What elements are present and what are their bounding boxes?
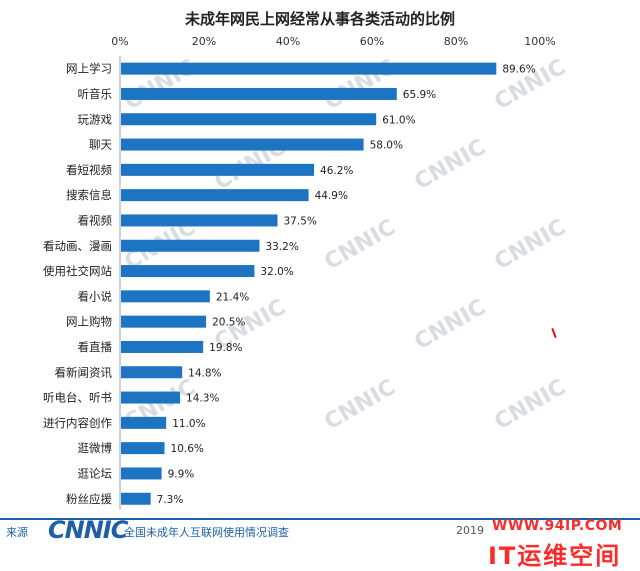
bar [121, 492, 151, 505]
bar [121, 239, 260, 252]
cnnic-watermark: CNNIC [491, 215, 570, 275]
category-label: 进行内容创作 [43, 416, 112, 430]
category-label: 看小说 [78, 289, 113, 303]
value-label: 14.3% [186, 393, 219, 405]
value-label: 14.8% [188, 367, 221, 379]
value-label: 21.4% [216, 291, 249, 303]
x-tick-label: 60% [360, 35, 384, 48]
bar [121, 340, 204, 353]
value-label: 33.2% [265, 241, 298, 253]
category-label: 看新闻资讯 [55, 365, 113, 379]
cnnic-logo: CNNIC [48, 516, 128, 544]
bar [121, 138, 364, 151]
value-label: 89.6% [502, 64, 535, 76]
x-tick-label: 40% [276, 35, 300, 48]
category-label: 逛论坛 [78, 466, 113, 480]
value-label: 58.0% [370, 140, 403, 152]
category-label: 搜索信息 [66, 188, 112, 202]
value-label: 11.0% [172, 418, 205, 430]
bars-group: 网上学习 89.6% 听音乐 65.9% 玩游戏 61.0% 聊天 58.0% 看短视频 46.2… [43, 62, 536, 506]
source-label: 来源 [6, 526, 28, 539]
bar [121, 189, 309, 202]
value-label: 9.9% [168, 468, 195, 480]
brand-watermark: IT运维空间 [488, 542, 622, 570]
value-label: 19.8% [209, 342, 242, 354]
bar [121, 87, 397, 100]
category-label: 看短视频 [66, 163, 112, 177]
site-watermark: WWW.94IP.COM [492, 518, 623, 534]
survey-title: 全国未成年人互联网使用情况调查 [124, 526, 289, 539]
category-label: 粉丝应援 [66, 492, 112, 506]
bar [121, 416, 167, 429]
cnnic-watermark: CNNIC [411, 295, 490, 355]
footer-divider [0, 518, 640, 520]
value-label: 7.3% [157, 494, 184, 506]
value-label: 20.5% [212, 317, 245, 329]
category-label: 看动画、漫画 [43, 239, 112, 253]
x-tick-label: 0% [111, 35, 128, 48]
value-label: 61.0% [382, 114, 415, 126]
value-label: 32.0% [260, 266, 293, 278]
cnnic-watermark: CNNIC [321, 215, 400, 275]
value-label: 37.5% [284, 215, 317, 227]
bar [121, 214, 278, 227]
category-label: 看直播 [78, 340, 113, 354]
cnnic-watermark: CNNIC [491, 375, 570, 435]
value-label: 65.9% [403, 89, 436, 101]
category-label: 看视频 [78, 213, 113, 227]
bar [121, 113, 377, 126]
cnnic-watermark: CNNIC [321, 375, 400, 435]
category-label: 玩游戏 [78, 112, 113, 126]
footer: 来源 CNNIC 全国未成年人互联网使用情况调查 2019 WWW.94IP.C… [0, 510, 640, 570]
bar [121, 62, 497, 75]
bar [121, 442, 165, 455]
chart-title: 未成年网民上网经常从事各类活动的比例 [184, 10, 455, 28]
x-tick-label: 80% [444, 35, 468, 48]
category-label: 网上购物 [66, 315, 112, 329]
category-label: 听音乐 [78, 87, 113, 101]
cnnic-watermark: CNNIC [411, 135, 490, 195]
bar [121, 315, 207, 328]
bar [121, 391, 181, 404]
value-label: 46.2% [320, 165, 353, 177]
category-label: 网上学习 [66, 62, 112, 76]
category-label: 使用社交网站 [43, 264, 112, 278]
bar [121, 163, 315, 176]
bar [121, 366, 183, 379]
value-label: 44.9% [315, 190, 348, 202]
x-axis-ticks: 0% 20% 40% 60% 80% 100% [111, 35, 555, 48]
bar [121, 290, 210, 303]
x-tick-label: 100% [524, 35, 555, 48]
bar [121, 265, 255, 278]
x-tick-label: 20% [192, 35, 216, 48]
value-label: 10.6% [171, 443, 204, 455]
category-label: 逛微博 [78, 441, 113, 455]
bar [121, 467, 162, 480]
category-label: 聊天 [89, 138, 112, 152]
category-label: 听电台、听书 [43, 391, 112, 405]
year-label: 2019 [456, 524, 484, 537]
